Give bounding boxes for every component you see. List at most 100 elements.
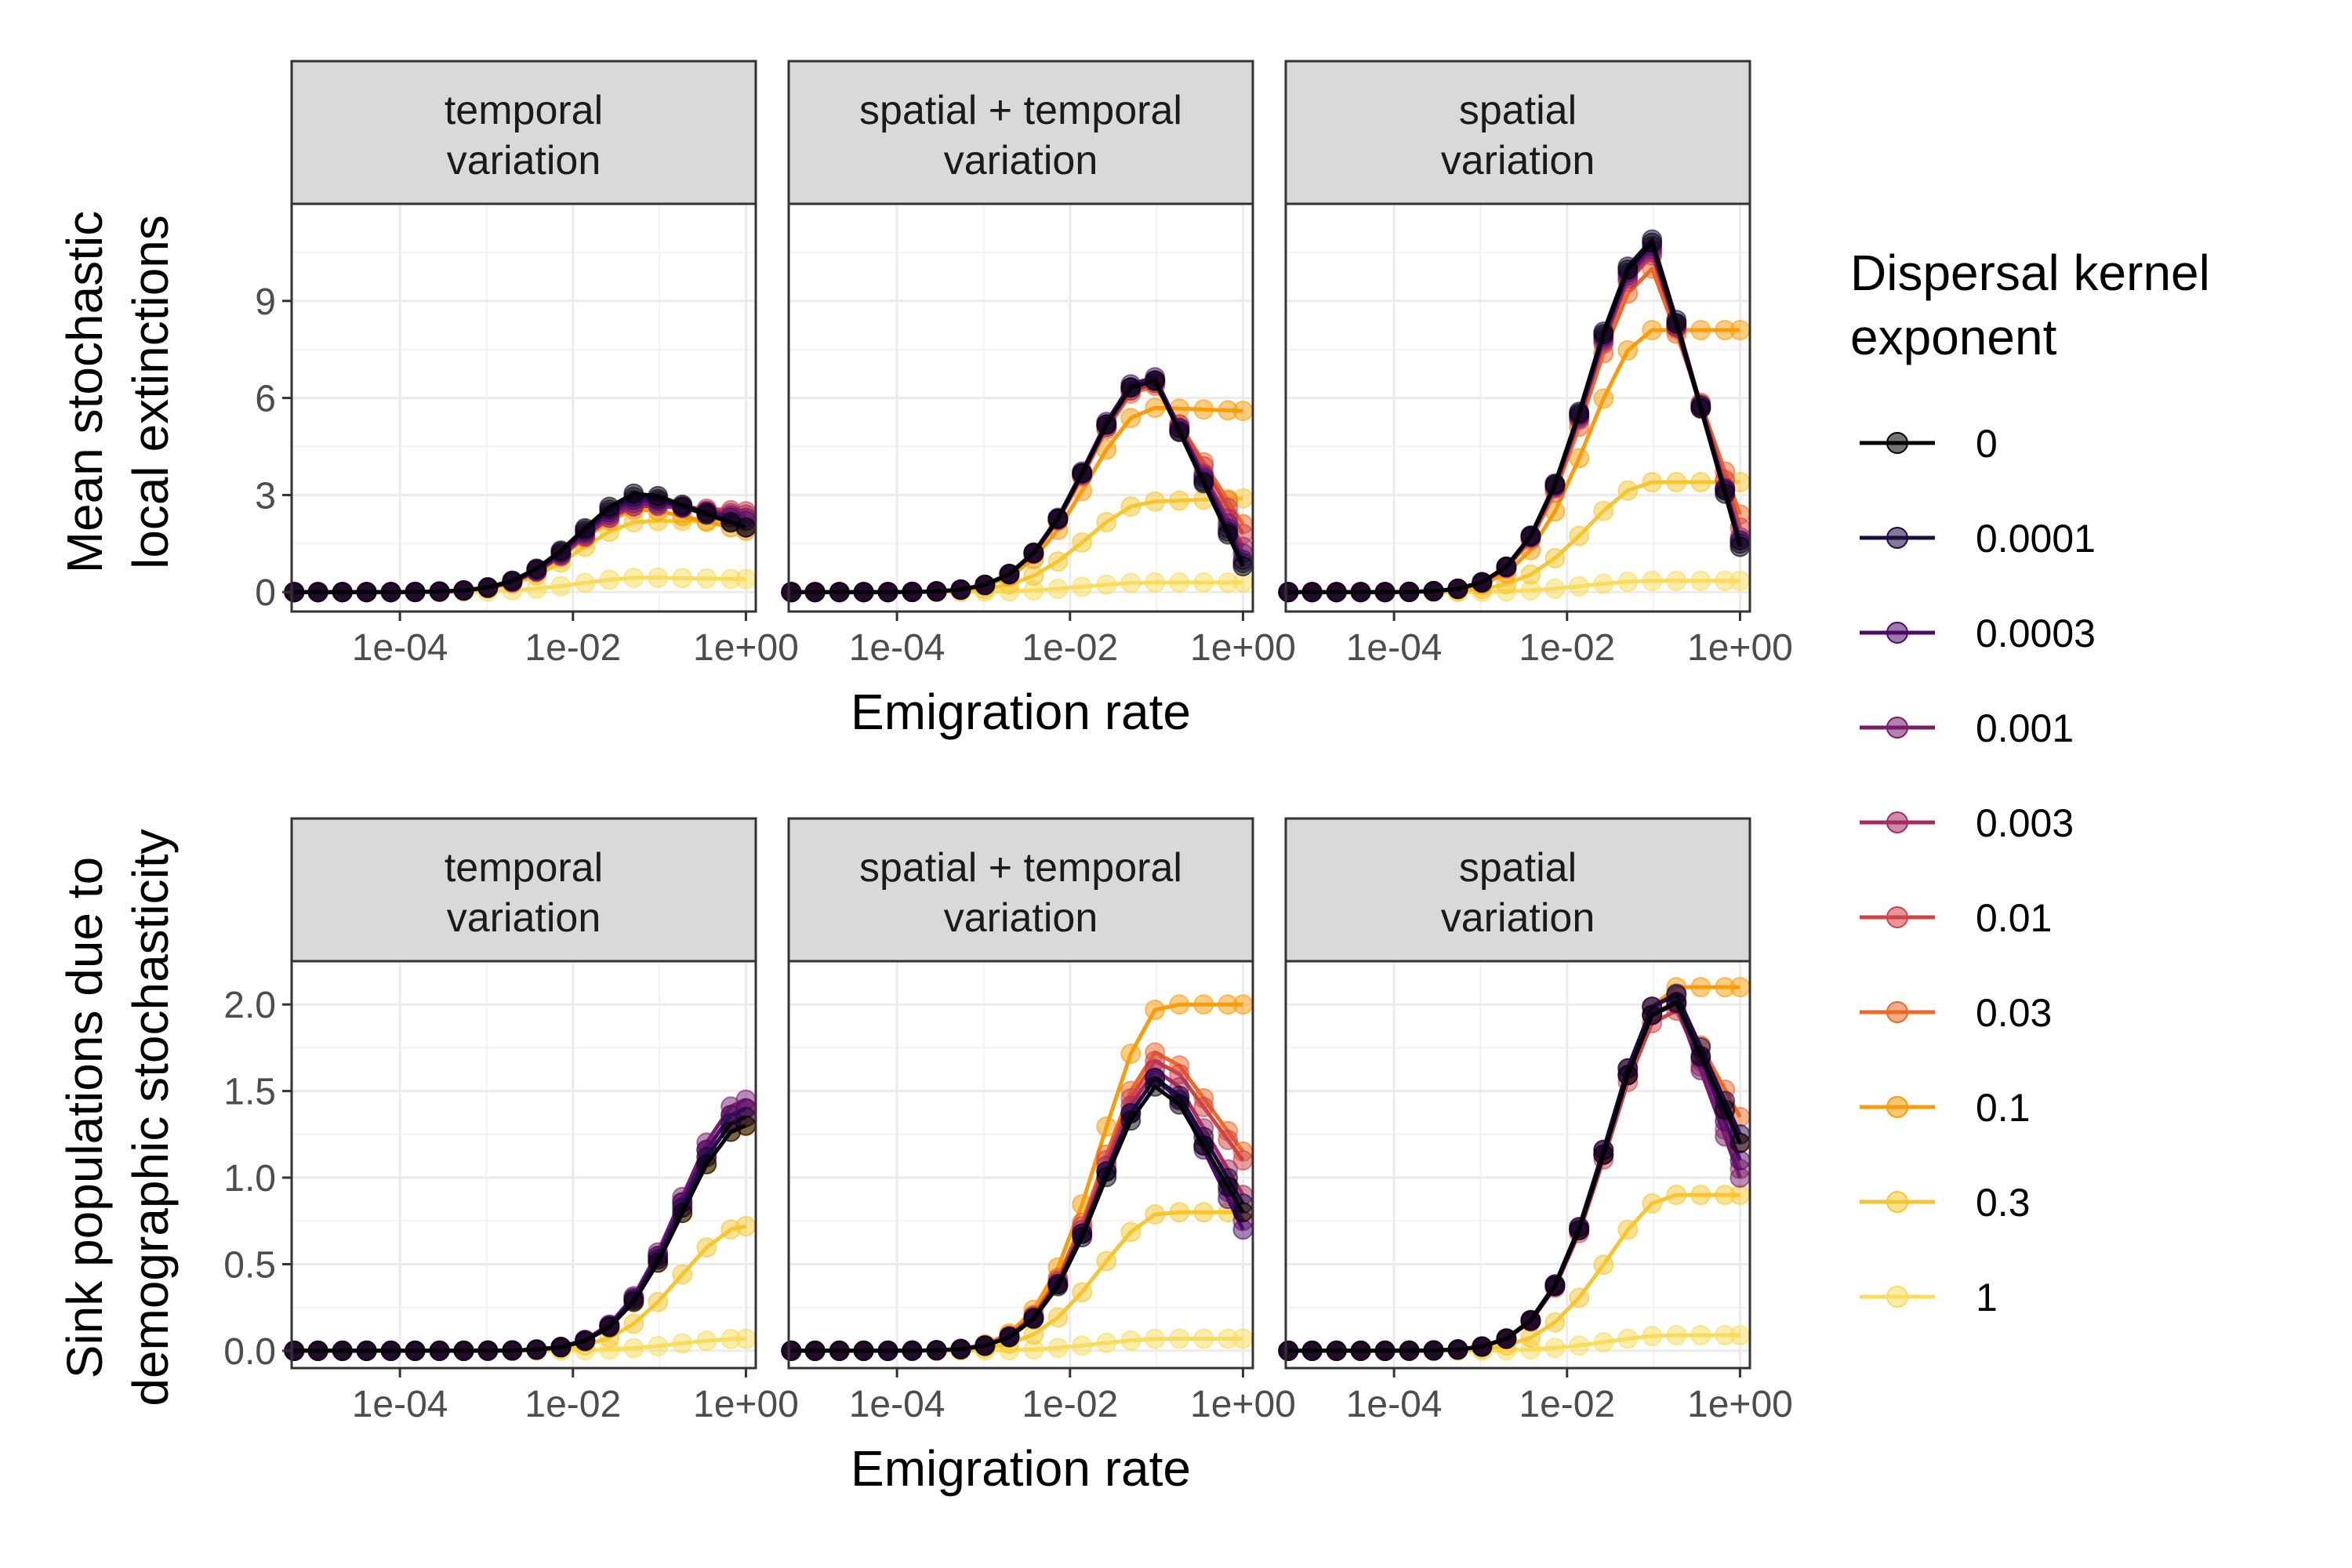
data-point — [696, 1237, 717, 1258]
data-point — [1120, 1330, 1142, 1351]
data-point — [1715, 1099, 1736, 1120]
data-point — [853, 582, 874, 603]
data-point — [1690, 1185, 1711, 1206]
data-point — [1690, 1046, 1711, 1066]
y-axis-title: Sink populations due to demographic stoch… — [56, 829, 179, 1406]
data-point — [1399, 581, 1420, 602]
data-point — [599, 1316, 620, 1338]
data-point — [1326, 1340, 1347, 1361]
data-point — [1096, 1167, 1117, 1188]
data-point — [1520, 1310, 1541, 1331]
legend-entry: 0.01 — [1860, 896, 2052, 940]
data-point — [975, 1335, 996, 1356]
data-point — [1096, 1332, 1117, 1353]
series-0 — [284, 1115, 757, 1361]
facet-strip-label: temporal — [445, 88, 603, 133]
series-0 — [1278, 992, 1751, 1361]
data-point — [550, 540, 572, 561]
series-0 — [781, 370, 1254, 603]
data-point — [1666, 992, 1687, 1013]
data-point — [1193, 399, 1214, 420]
data-point — [1232, 556, 1254, 577]
data-point — [356, 1340, 377, 1361]
data-point — [1218, 524, 1239, 545]
facet-strip — [787, 60, 1254, 205]
data-point — [672, 1333, 693, 1354]
legend-key-point — [1886, 432, 1908, 454]
data-point — [1350, 1340, 1371, 1361]
data-point — [1730, 1167, 1751, 1189]
facet-strip — [290, 817, 757, 963]
data-point — [405, 582, 426, 602]
data-point — [1569, 1220, 1590, 1240]
data-point — [781, 582, 802, 603]
data-point — [1169, 422, 1190, 442]
data-point — [307, 1340, 328, 1361]
data-point — [1350, 582, 1371, 603]
data-point — [1593, 324, 1614, 345]
data-point — [623, 1338, 644, 1359]
data-point — [1096, 574, 1117, 595]
data-point — [1096, 1250, 1117, 1272]
data-point — [781, 1340, 802, 1361]
x-tick-label: 1e+00 — [693, 1384, 799, 1425]
data-point — [1145, 1000, 1166, 1020]
legend-label: 0.0003 — [1976, 612, 2096, 655]
data-point — [1730, 1325, 1751, 1345]
data-point — [1617, 339, 1639, 361]
y-axis-title: Mean stochastic local extinctions — [56, 211, 179, 573]
data-point — [902, 1340, 923, 1361]
data-point — [429, 1340, 450, 1361]
legend-entry: 0.0003 — [1860, 612, 2096, 655]
data-point — [735, 1115, 757, 1136]
data-point — [1472, 572, 1493, 593]
x-tick-label: 1e-02 — [1022, 1384, 1118, 1425]
data-point — [735, 517, 757, 538]
legend-entry: 0.1 — [1860, 1086, 2031, 1130]
series-0 — [1278, 232, 1751, 603]
data-point — [1544, 474, 1566, 495]
data-point — [1520, 564, 1541, 585]
data-point — [429, 581, 450, 602]
data-point — [1374, 1340, 1396, 1361]
data-point — [1496, 1328, 1517, 1349]
data-point — [1072, 532, 1093, 553]
panel-border — [290, 960, 757, 1370]
data-point — [1047, 1276, 1069, 1297]
facet-strip — [290, 60, 757, 205]
data-point — [950, 1338, 971, 1359]
data-point — [1447, 1339, 1468, 1360]
facet-strip-label: variation — [944, 138, 1098, 183]
legend-key-point — [1886, 1001, 1908, 1023]
legend-label: 0.0001 — [1976, 517, 2096, 561]
data-point — [1047, 551, 1069, 572]
y-tick-label: 9 — [255, 281, 276, 323]
legend-entry: 0.003 — [1860, 801, 2074, 845]
data-point — [1145, 370, 1166, 391]
data-point — [735, 1215, 757, 1236]
data-point — [623, 1313, 644, 1334]
data-point — [1617, 571, 1639, 592]
data-point — [1569, 1287, 1590, 1308]
facet-strip-label: temporal — [445, 845, 603, 891]
data-point — [1730, 977, 1751, 998]
facet-strip-label: variation — [1441, 895, 1595, 941]
data-point — [1544, 578, 1566, 599]
data-point — [1730, 1185, 1751, 1206]
data-point — [1326, 582, 1347, 603]
data-point — [1617, 1328, 1639, 1349]
data-point — [1096, 511, 1117, 532]
legend-entry: 0.03 — [1860, 991, 2052, 1035]
data-point — [1278, 1340, 1299, 1361]
data-point — [1374, 582, 1396, 603]
data-point — [453, 580, 474, 601]
data-point — [1193, 1328, 1214, 1349]
facet-strip-label: variation — [447, 138, 601, 183]
x-axis-title: Emigration rate — [851, 1440, 1191, 1497]
data-point — [623, 1291, 644, 1312]
data-point — [1593, 1331, 1614, 1352]
